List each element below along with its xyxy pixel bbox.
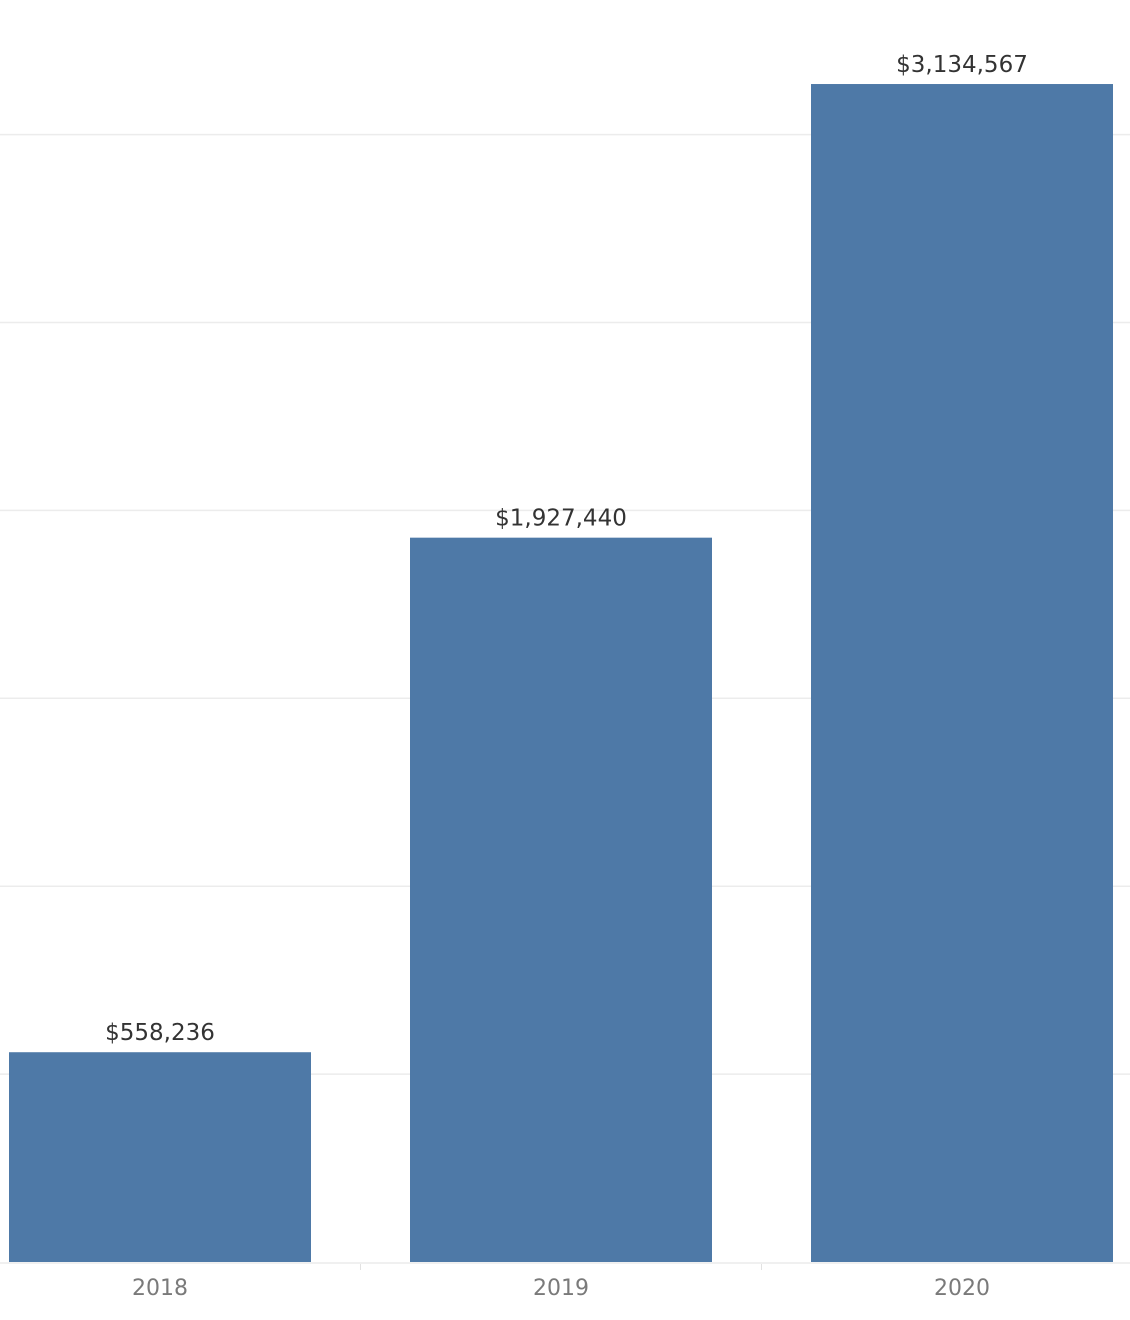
x-tick-label-2019: 2019 [533, 1276, 589, 1301]
data-label-2020: $3,134,567 [896, 52, 1028, 78]
x-axis: 2018 2019 2020 [0, 1262, 1130, 1301]
bars [9, 84, 1113, 1262]
x-tick-label-2018: 2018 [132, 1276, 188, 1301]
bar-value-labels: $558,236 $1,927,440 $3,134,567 [105, 52, 1028, 1046]
bar-2019 [410, 537, 712, 1262]
bar-2018 [9, 1052, 311, 1262]
bar-2020 [811, 84, 1113, 1262]
data-label-2018: $558,236 [105, 1020, 215, 1046]
data-label-2019: $1,927,440 [495, 506, 627, 532]
x-tick-label-2020: 2020 [934, 1276, 990, 1301]
